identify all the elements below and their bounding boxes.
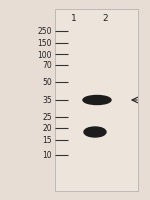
Text: 25: 25 [42, 113, 52, 122]
Text: 50: 50 [42, 78, 52, 87]
Text: 150: 150 [38, 39, 52, 48]
Text: 20: 20 [42, 124, 52, 133]
Text: 1: 1 [71, 14, 77, 23]
Text: 35: 35 [42, 96, 52, 105]
Text: 70: 70 [42, 61, 52, 70]
Ellipse shape [84, 127, 106, 137]
Text: 10: 10 [42, 151, 52, 160]
Text: 15: 15 [42, 136, 52, 145]
Text: 100: 100 [38, 50, 52, 59]
Ellipse shape [83, 96, 111, 105]
Text: 2: 2 [102, 14, 108, 23]
Bar [55, 10, 138, 191]
Text: 250: 250 [38, 27, 52, 36]
